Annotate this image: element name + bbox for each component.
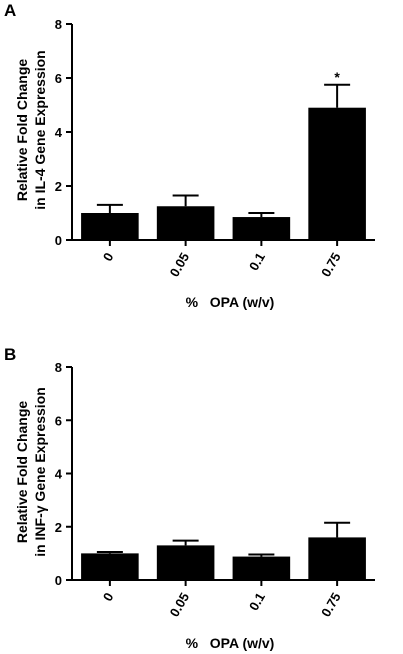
panel-b-ylabel-line2: in INF-γ Gene Expression	[32, 387, 48, 557]
panel-a: A Relative Fold Change in IL-4 Gene Expr…	[4, 1, 375, 310]
panel-b-ytick-label: 0	[55, 573, 62, 588]
panel-b-bar	[81, 553, 139, 580]
panel-a-ytick-label: 2	[55, 179, 62, 194]
panel-b-ytick-label: 8	[55, 360, 62, 375]
panel-a-plot: 0 2 4 6 8 0 0.05 0.1 * 0.75	[55, 17, 375, 279]
panel-a-xtick-label: 0.75	[318, 250, 344, 279]
panel-b-bar	[232, 556, 291, 580]
panel-a-xtick-label: 0.05	[167, 250, 193, 279]
panel-b-xlabel: % OPA (w/v)	[186, 635, 275, 651]
panel-a-bar	[232, 217, 291, 240]
panel-a-letter: A	[4, 1, 16, 20]
panel-b-xtick-label: 0.05	[167, 590, 193, 619]
panel-a-ytick-label: 6	[55, 71, 62, 86]
panel-b-bar	[156, 545, 215, 580]
panel-a-ytick-label: 8	[55, 17, 62, 32]
panel-a-ylabel-line1: Relative Fold Change	[14, 59, 30, 202]
panel-a-ytick-label: 0	[55, 233, 62, 248]
panel-a-ytick-label: 4	[55, 125, 63, 140]
panel-a-xtick-label: 0.1	[246, 250, 268, 273]
panel-b-xtick-label: 0.1	[246, 590, 268, 613]
panel-b-xtick-label: 0	[100, 590, 117, 604]
panel-a-bar	[308, 107, 366, 240]
panel-b-bar	[308, 537, 366, 580]
panel-a-xlabel: % OPA (w/v)	[186, 294, 275, 310]
panel-b-letter: B	[4, 345, 16, 364]
panel-b-xtick-label: 0.75	[318, 590, 344, 619]
panel-b-plot: 0 2 4 6 8 0 0.05 0.1 0.75	[55, 360, 375, 619]
panel-a-significance-marker: *	[334, 69, 340, 85]
panel-b-ytick-label: 2	[55, 520, 62, 535]
panel-a-ylabel-line2: in IL-4 Gene Expression	[32, 50, 48, 210]
panel-b-ytick-label: 6	[55, 413, 62, 428]
panel-a-bar	[81, 213, 139, 240]
panel-b-ytick-label: 4	[55, 467, 63, 482]
panel-b-ylabel-line1: Relative Fold Change	[14, 401, 30, 544]
panel-b: B Relative Fold Change in INF-γ Gene Exp…	[4, 345, 375, 651]
panel-a-xtick-label: 0	[100, 250, 117, 264]
panel-a-bar	[156, 206, 215, 240]
